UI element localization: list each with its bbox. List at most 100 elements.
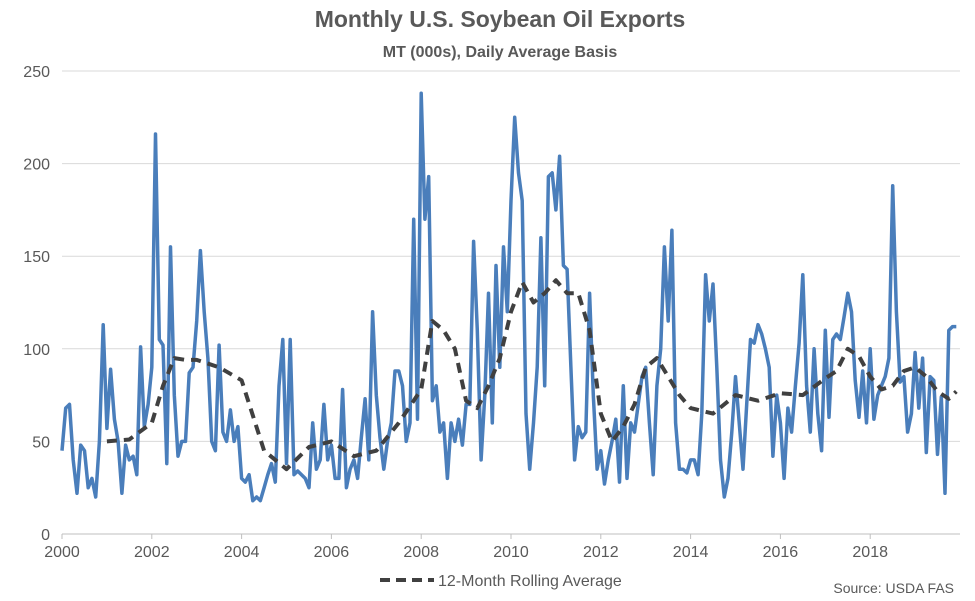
data-point-monthly-160 — [659, 347, 662, 350]
series-line-rolling-average — [106, 278, 958, 472]
data-point-monthly-91 — [401, 384, 404, 387]
data-point-monthly-142 — [592, 394, 595, 397]
data-point-monthly-178 — [727, 477, 730, 480]
data-point-monthly-229 — [917, 407, 920, 410]
data-point-monthly-11 — [102, 323, 105, 326]
data-point-monthly-234 — [936, 453, 939, 456]
data-point-monthly-9 — [94, 496, 97, 499]
legend: 12-Month Rolling Average — [380, 573, 622, 590]
x-tick-label-2014: 2014 — [673, 544, 709, 561]
data-point-monthly-179 — [730, 431, 733, 434]
data-point-monthly-69 — [319, 458, 322, 461]
data-point-monthly-166 — [682, 468, 685, 471]
data-point-monthly-159 — [655, 384, 658, 387]
x-tick-label-2004: 2004 — [224, 544, 260, 561]
data-point-monthly-56 — [270, 462, 273, 465]
data-point-monthly-33 — [184, 440, 187, 443]
data-point-monthly-62 — [293, 473, 296, 476]
data-point-monthly-51 — [251, 499, 254, 502]
data-point-monthly-235 — [940, 396, 943, 399]
data-point-monthly-12 — [105, 427, 108, 430]
data-point-monthly-119 — [506, 310, 509, 313]
data-point-monthly-139 — [581, 436, 584, 439]
series-lines — [60, 91, 958, 503]
data-point-monthly-61 — [289, 338, 292, 341]
data-point-monthly-80 — [360, 436, 363, 439]
data-point-monthly-164 — [674, 421, 677, 424]
data-point-monthly-14 — [113, 418, 116, 421]
data-point-monthly-124 — [525, 412, 528, 415]
data-point-monthly-206 — [831, 338, 834, 341]
data-point-monthly-140 — [584, 431, 587, 434]
data-point-monthly-5 — [79, 444, 82, 447]
data-point-monthly-46 — [233, 440, 236, 443]
data-point-monthly-228 — [914, 351, 917, 354]
data-point-monthly-83 — [371, 310, 374, 313]
data-point-monthly-133 — [558, 155, 561, 158]
data-point-monthly-131 — [551, 171, 554, 174]
data-point-monthly-30 — [173, 394, 176, 397]
data-point-monthly-183 — [745, 403, 748, 406]
data-point-monthly-213 — [858, 416, 861, 419]
data-point-monthly-75 — [341, 388, 344, 391]
data-point-monthly-196 — [794, 384, 797, 387]
data-point-monthly-59 — [281, 338, 284, 341]
x-tick-label-2018: 2018 — [852, 544, 888, 561]
data-point-monthly-155 — [641, 375, 644, 378]
data-point-monthly-40 — [210, 440, 213, 443]
data-point-monthly-57 — [274, 481, 277, 484]
data-point-monthly-191 — [775, 394, 778, 397]
data-point-monthly-66 — [308, 486, 311, 489]
y-tick-label-0: 0 — [41, 527, 50, 544]
data-point-monthly-182 — [742, 468, 745, 471]
data-point-monthly-232 — [929, 375, 932, 378]
grid-lines — [62, 70, 960, 442]
data-point-monthly-38 — [203, 310, 206, 313]
data-point-monthly-34 — [188, 371, 191, 374]
y-tick-label-50: 50 — [32, 434, 50, 451]
data-point-monthly-32 — [180, 440, 183, 443]
data-point-monthly-154 — [637, 403, 640, 406]
data-point-monthly-192 — [779, 421, 782, 424]
data-point-monthly-153 — [633, 431, 636, 434]
data-point-monthly-19 — [132, 455, 135, 458]
data-point-monthly-129 — [543, 384, 546, 387]
data-point-monthly-162 — [667, 320, 670, 323]
data-point-monthly-143 — [596, 468, 599, 471]
data-point-monthly-4 — [76, 492, 79, 495]
data-point-monthly-39 — [206, 357, 209, 360]
data-point-monthly-106 — [457, 418, 460, 421]
data-point-monthly-212 — [854, 379, 857, 382]
chart-subtitle: MT (000s), Daily Average Basis — [382, 44, 618, 61]
data-point-monthly-42 — [218, 344, 221, 347]
data-point-monthly-37 — [199, 249, 202, 252]
data-point-monthly-122 — [517, 171, 520, 174]
data-point-monthly-8 — [90, 477, 93, 480]
data-point-monthly-70 — [322, 403, 325, 406]
data-point-monthly-23 — [147, 403, 150, 406]
data-point-monthly-201 — [813, 347, 816, 350]
data-point-monthly-115 — [491, 421, 494, 424]
data-point-monthly-146 — [607, 458, 610, 461]
data-point-monthly-117 — [498, 366, 501, 369]
data-point-monthly-101 — [438, 431, 441, 434]
data-point-monthly-127 — [536, 366, 539, 369]
data-point-monthly-24 — [150, 366, 153, 369]
data-point-monthly-219 — [880, 384, 883, 387]
y-tick-label-150: 150 — [23, 249, 50, 266]
data-point-monthly-225 — [902, 375, 905, 378]
data-point-monthly-35 — [192, 366, 195, 369]
data-point-monthly-172 — [704, 273, 707, 276]
data-point-monthly-233 — [932, 379, 935, 382]
data-point-monthly-26 — [158, 338, 161, 341]
data-point-monthly-29 — [169, 245, 172, 248]
data-point-monthly-50 — [248, 473, 251, 476]
data-point-monthly-221 — [887, 357, 890, 360]
data-point-monthly-113 — [483, 394, 486, 397]
data-point-monthly-195 — [790, 431, 793, 434]
x-tick-label-2012: 2012 — [583, 544, 619, 561]
data-point-monthly-208 — [839, 338, 842, 341]
data-point-monthly-177 — [723, 496, 726, 499]
data-point-monthly-82 — [367, 458, 370, 461]
